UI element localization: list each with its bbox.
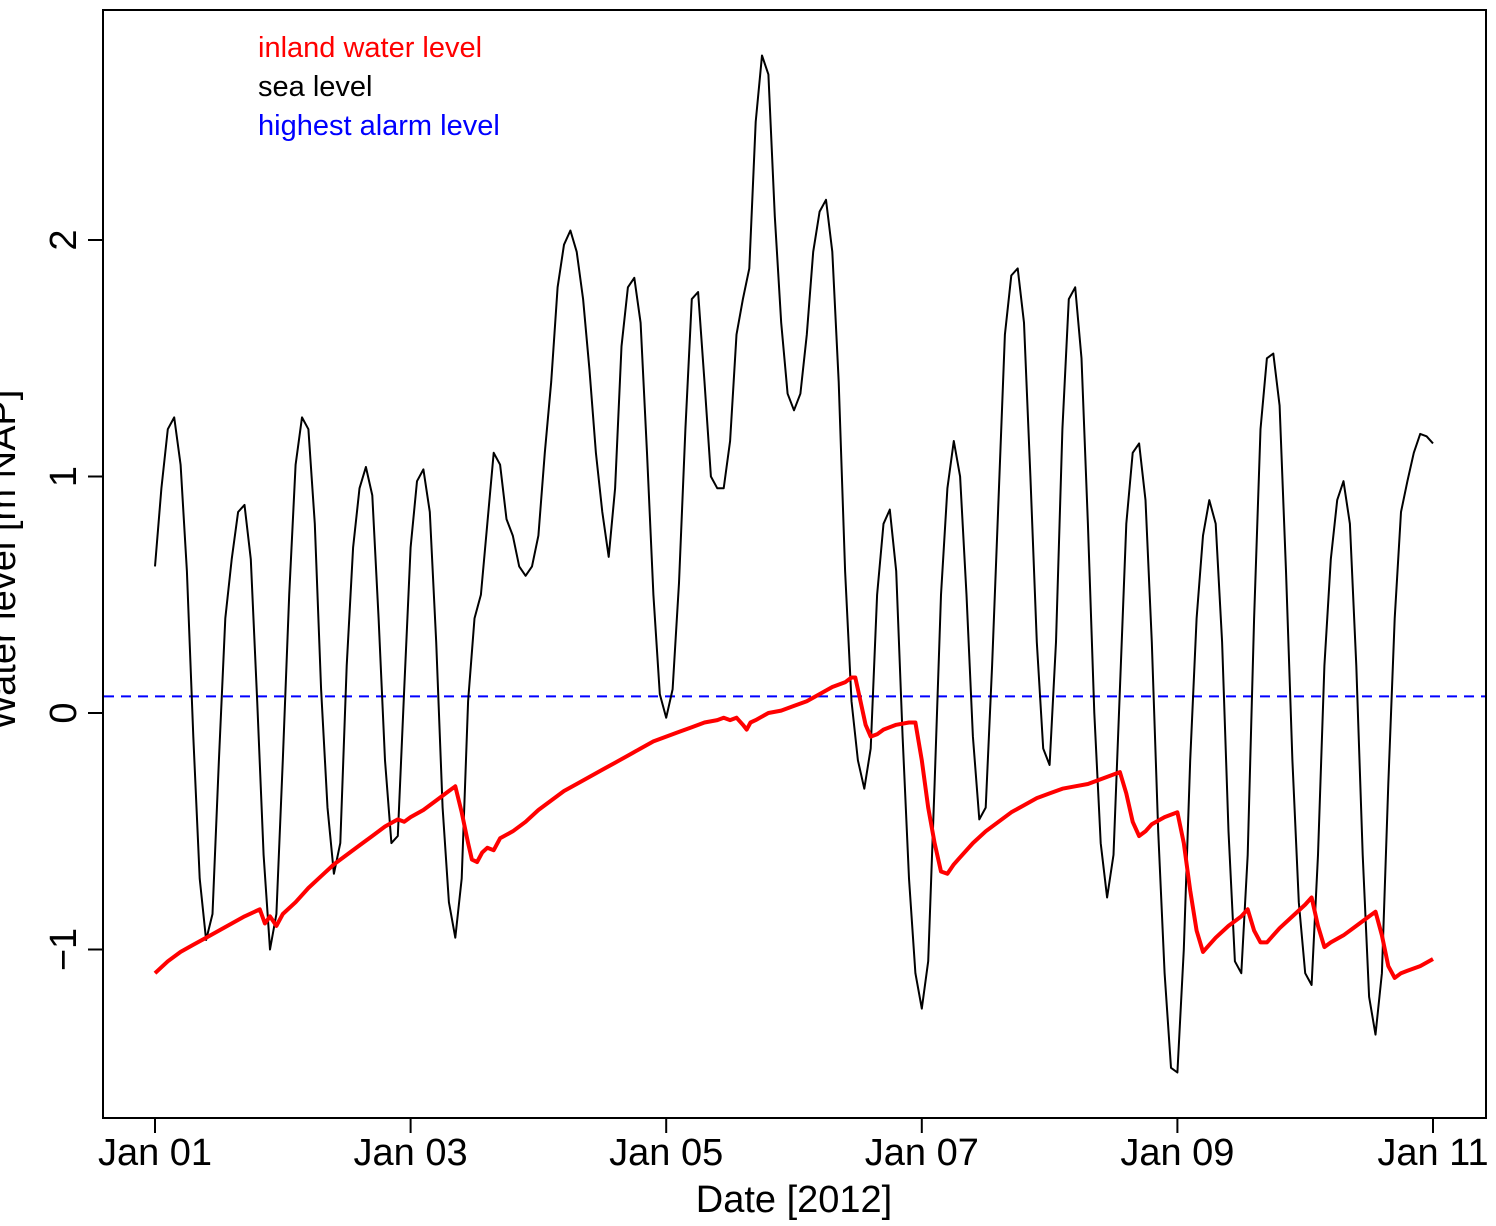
y-tick-label: 0 [43, 702, 85, 723]
y-tick-label: −1 [43, 928, 85, 971]
legend-item-inland: inland water level [258, 32, 482, 64]
legend: inland water level sea level highest ala… [258, 32, 500, 142]
y-axis: −1 0 1 2 [43, 229, 104, 971]
inland-water-level-line [153, 675, 1434, 980]
y-axis-title: Water level [m NAP] [0, 390, 24, 731]
legend-item-alarm: highest alarm level [258, 110, 500, 142]
x-tick-label: Jan 03 [354, 1132, 468, 1174]
sea-level-layer [154, 54, 1434, 1074]
x-axis: Jan 01 Jan 03 Jan 05 Jan 07 Jan 09 Jan 11 [98, 1117, 1489, 1174]
y-tick-label: 2 [43, 229, 85, 250]
sea-level-line [154, 54, 1434, 1074]
x-tick-label: Jan 05 [609, 1132, 723, 1174]
plot-frame [102, 9, 1487, 1119]
x-tick-label: Jan 09 [1120, 1132, 1234, 1174]
x-tick-label: Jan 07 [865, 1132, 979, 1174]
x-axis-title: Date [2012] [696, 1179, 892, 1221]
y-tick-label: 1 [43, 466, 85, 487]
legend-item-sea: sea level [258, 71, 372, 103]
x-tick-label: Jan 11 [1377, 1132, 1488, 1174]
inland-level-layer [153, 675, 1434, 980]
x-tick-label: Jan 01 [98, 1132, 212, 1174]
